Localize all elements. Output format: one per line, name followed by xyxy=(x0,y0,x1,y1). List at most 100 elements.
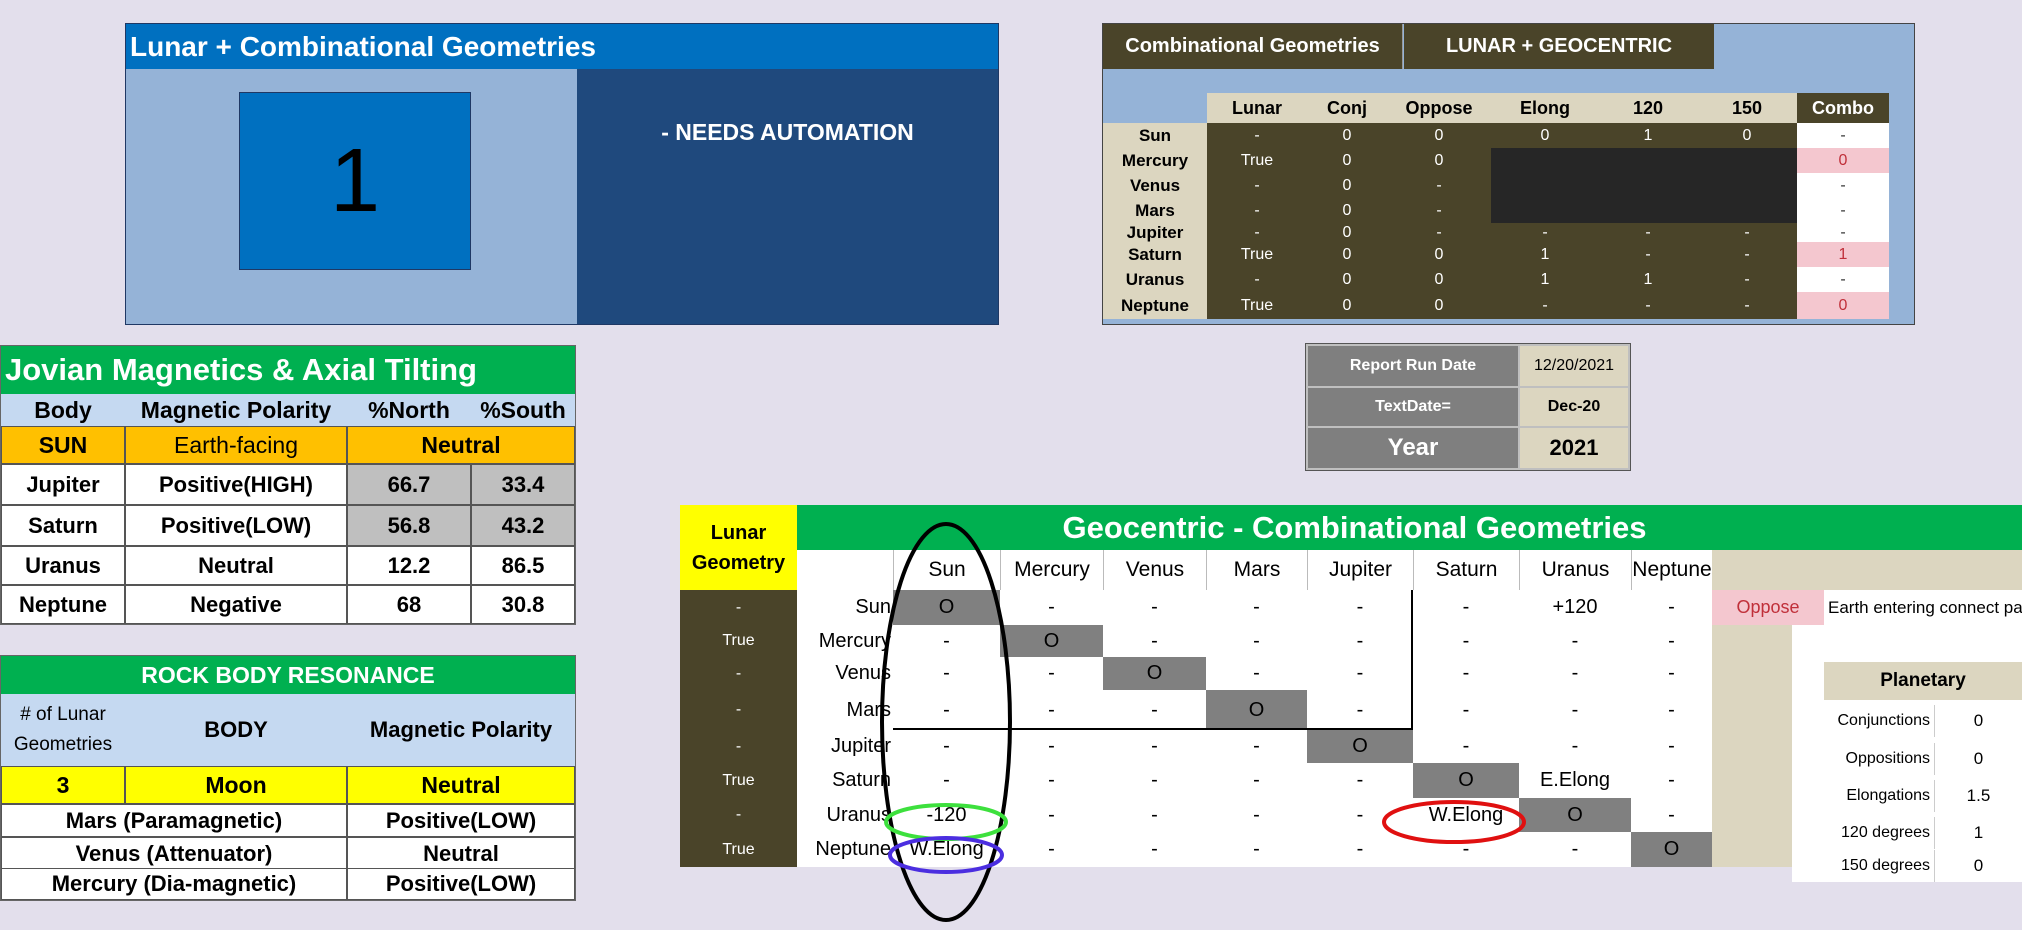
geo-cell: - xyxy=(1519,690,1631,730)
geo-col-header-uranus: Uranus xyxy=(1519,550,1631,590)
geo-row-name: Jupiter xyxy=(797,730,893,763)
planetary-label: 120 degrees xyxy=(1792,817,1934,849)
combo-cell: 0 xyxy=(1307,292,1387,319)
geo-cell: - xyxy=(1519,832,1631,867)
combo-cell: 0 xyxy=(1307,148,1387,173)
combo-cell: 0 xyxy=(1387,242,1491,267)
geo-cell: - xyxy=(1519,730,1631,763)
geo-cell: +120 xyxy=(1519,590,1631,625)
combo-cell: - xyxy=(1387,173,1491,198)
geo-cell: - xyxy=(1413,730,1519,763)
planetary-value: 0 xyxy=(1934,705,2022,737)
geo-cell: E.Elong xyxy=(1519,763,1631,798)
jovian-row-south: 30.8 xyxy=(471,585,575,624)
combo-cell: 0 xyxy=(1491,123,1599,148)
rock-moon-body: Moon xyxy=(125,766,347,804)
rock-title: ROCK BODY RESONANCE xyxy=(1,656,575,694)
geo-row-lunar: - xyxy=(680,590,797,625)
combo-cell: - xyxy=(1207,198,1307,223)
combo-cell xyxy=(1697,173,1797,198)
geo-cell: O xyxy=(1307,730,1413,763)
jovian-title: Jovian Magnetics & Axial Tilting xyxy=(1,346,575,394)
combo-cell: 0 xyxy=(1307,123,1387,148)
combo-cell: 0 xyxy=(1387,148,1491,173)
geo-row-lunar: - xyxy=(680,657,797,690)
combo-header-oppose: Oppose xyxy=(1387,93,1491,123)
geo-cell: O xyxy=(1206,690,1307,730)
lunar-count-box: 1 xyxy=(239,92,471,270)
combo-value: - xyxy=(1797,123,1889,148)
combo-cell: True xyxy=(1207,242,1307,267)
geo-cell: - xyxy=(1631,657,1712,690)
planetary-value: 1.5 xyxy=(1934,780,2022,812)
geo-cell: - xyxy=(1413,657,1519,690)
geo-cell: - xyxy=(1307,798,1413,832)
report-run-date-label: Report Run Date xyxy=(1308,346,1518,386)
combo-cell: - xyxy=(1207,267,1307,292)
geo-row-lunar: - xyxy=(680,798,797,832)
geo-cell: - xyxy=(1103,763,1206,798)
w-elong-neptune-highlight-ellipse xyxy=(888,836,1004,874)
combo-row-label: Saturn xyxy=(1103,242,1207,267)
planetary-value: 0 xyxy=(1934,850,2022,882)
geo-cell: - xyxy=(1206,730,1307,763)
combo-cell: - xyxy=(1599,242,1697,267)
combo-header-elong: Elong xyxy=(1491,93,1599,123)
combo-cell: 1 xyxy=(1599,123,1697,148)
lunar-panel-title: Lunar + Combinational Geometries xyxy=(126,24,998,69)
geo-body: Sun Mercury Venus Mars Jupiter Saturn Uranus Ne… xyxy=(680,550,2022,882)
rock-table: ROCK BODY RESONANCE # of Lunar Geometrie… xyxy=(0,655,576,901)
rock-row-polarity: Positive(LOW) xyxy=(347,804,575,837)
combo-row-label: Mars xyxy=(1103,198,1207,223)
planetary-label: Elongations xyxy=(1792,780,1934,812)
combo-cell: 0 xyxy=(1387,123,1491,148)
combo-row-label: Uranus xyxy=(1103,267,1207,292)
geo-cell: - xyxy=(1519,657,1631,690)
combo-title-right: LUNAR + GEOCENTRIC xyxy=(1404,24,1714,69)
combo-value: - xyxy=(1797,223,1889,242)
geo-cell: - xyxy=(1307,590,1413,625)
geo-cell: - xyxy=(1413,625,1519,657)
geo-cell: O xyxy=(1103,657,1206,690)
jovian-row-north: 68 xyxy=(347,585,471,624)
combo-cell: True xyxy=(1207,148,1307,173)
planetary-label: Oppositions xyxy=(1792,743,1934,775)
jovian-row-polarity: Positive(HIGH) xyxy=(125,464,347,505)
geo-cell: - xyxy=(1519,625,1631,657)
geo-header-blank xyxy=(797,550,893,590)
geo-row-name: Saturn xyxy=(797,763,893,798)
geo-cell: - xyxy=(1206,798,1307,832)
geo-cell: - xyxy=(1631,625,1712,657)
geo-cell: - xyxy=(893,657,1000,690)
combo-title-left: Combinational Geometries xyxy=(1103,24,1403,69)
combo-cell: - xyxy=(1207,173,1307,198)
combo-cell: 0 xyxy=(1387,267,1491,292)
planetary-title: Planetary xyxy=(1824,662,2022,700)
geo-cell: - xyxy=(1103,690,1206,730)
geo-col-header-neptune: Neptune xyxy=(1631,550,1712,590)
combo-cell: 0 xyxy=(1307,173,1387,198)
combo-cell: 1 xyxy=(1491,267,1599,292)
geo-cell: - xyxy=(1206,832,1307,867)
geo-cell: - xyxy=(1307,690,1413,730)
combo-cell xyxy=(1491,198,1599,223)
combo-value: - xyxy=(1797,267,1889,292)
geo-row-name: Uranus xyxy=(797,798,893,832)
geo-table: Lunar Geometry Geocentric - Combinationa… xyxy=(680,505,2022,882)
combo-row-label: Jupiter xyxy=(1103,223,1207,242)
combo-value: 1 xyxy=(1797,242,1889,267)
geo-row-name: Venus xyxy=(797,657,893,690)
combo-cell: True xyxy=(1207,292,1307,319)
combo-body: Lunar Conj Oppose Elong 120 150 Combo Sun -0 0 0 1 0… xyxy=(1103,93,1914,324)
combo-header-150: 150 xyxy=(1697,93,1797,123)
geo-lunar-label: Lunar Geometry xyxy=(680,505,797,590)
jovian-sun-polarity: Earth-facing xyxy=(125,426,347,464)
geo-cell: - xyxy=(1206,590,1307,625)
geo-cell: - xyxy=(1103,798,1206,832)
combo-cell: 0 xyxy=(1307,223,1387,242)
lunar-panel: Lunar + Combinational Geometries 1 - NEE… xyxy=(125,23,999,325)
combo-cell xyxy=(1599,173,1697,198)
geo-side-tan-header xyxy=(1712,550,2022,590)
geo-cell: - xyxy=(1000,763,1103,798)
geo-row-name: Sun xyxy=(797,590,893,625)
